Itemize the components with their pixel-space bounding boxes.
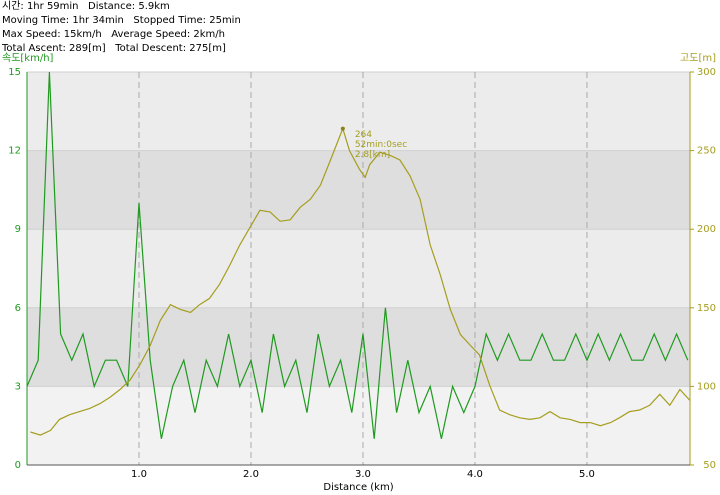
- x-tick-label: 4.0: [467, 469, 483, 480]
- stats: 시간: 1hr 59min Distance: 5.9km Moving Time…: [2, 0, 241, 56]
- band: [27, 386, 690, 465]
- series-line: [26, 71, 689, 439]
- peak-marker: [340, 126, 345, 131]
- y2-tick-label: 250: [697, 146, 716, 157]
- y2-axis-label: 고도[m]: [680, 53, 716, 64]
- x-tick-label: 5.0: [579, 469, 595, 480]
- stat-line: Moving Time: 1hr 34min Stopped Time: 25m…: [2, 15, 241, 26]
- y-axis-label: 속도[km/h]: [2, 52, 54, 64]
- y2-tick-label: 100: [697, 381, 716, 392]
- band: [27, 150, 690, 230]
- stat-line: 시간: 1hr 59min Distance: 5.9km: [2, 1, 170, 12]
- y-tick-label: 3: [15, 381, 21, 392]
- y2-tick-label: 150: [697, 303, 716, 314]
- y2-tick-label: 300: [697, 67, 716, 78]
- x-axis-label: Distance (km): [323, 482, 393, 493]
- band: [27, 229, 690, 308]
- band: [27, 307, 690, 387]
- y2-tick-label: 200: [697, 224, 716, 235]
- stat-line: Max Speed: 15km/h Average Speed: 2km/h: [2, 29, 225, 40]
- y-tick-label: 0: [15, 460, 21, 471]
- x-tick-label: 3.0: [355, 469, 371, 480]
- y-tick-label: 6: [15, 303, 21, 314]
- peak-label: 52min:0sec: [355, 140, 407, 150]
- peak-label: 264: [355, 130, 372, 140]
- y-tick-label: 15: [8, 67, 21, 78]
- stat-line: Total Ascent: 289[m] Total Descent: 275[…: [2, 43, 226, 54]
- x-tick-label: 1.0: [131, 469, 147, 480]
- band: [27, 72, 690, 151]
- series-line: [30, 126, 691, 436]
- peak-label: 2.8[km]: [355, 150, 390, 160]
- y-tick-label: 12: [8, 146, 21, 157]
- x-tick-label: 2.0: [243, 469, 259, 480]
- y2-tick-label: 50: [703, 460, 716, 471]
- y-tick-label: 9: [15, 224, 21, 235]
